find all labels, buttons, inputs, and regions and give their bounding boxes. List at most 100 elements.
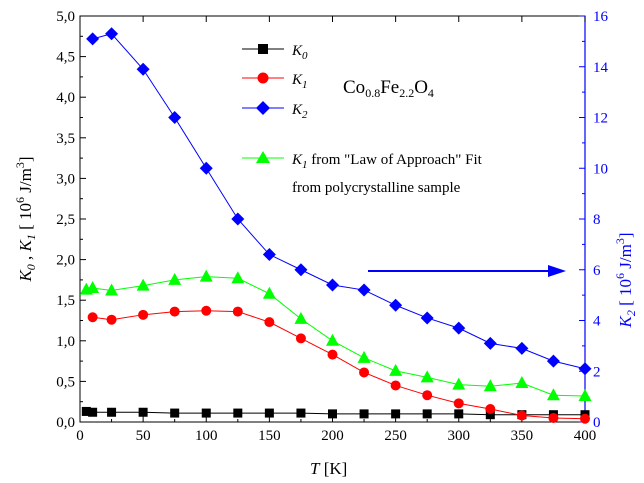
data-point bbox=[201, 305, 212, 316]
data-point bbox=[199, 269, 213, 282]
data-point bbox=[454, 409, 464, 419]
data-point bbox=[86, 281, 100, 294]
arrow-head-icon bbox=[548, 265, 566, 277]
data-point bbox=[452, 321, 466, 335]
y-left-tick-label: 2,5 bbox=[56, 212, 75, 228]
data-point bbox=[578, 389, 592, 402]
data-point bbox=[231, 212, 245, 226]
series-line bbox=[92, 33, 586, 370]
y-left-tick-label: 1,0 bbox=[56, 334, 75, 350]
y-left-tick-label: 4,0 bbox=[56, 90, 75, 106]
data-point bbox=[262, 286, 276, 299]
data-point bbox=[201, 408, 211, 418]
data-point bbox=[296, 408, 306, 418]
data-point bbox=[87, 312, 98, 323]
data-point bbox=[389, 298, 403, 312]
data-point bbox=[136, 278, 150, 291]
data-point bbox=[546, 354, 560, 368]
x-tick-label: 250 bbox=[384, 428, 407, 444]
data-point bbox=[169, 306, 180, 317]
data-point bbox=[138, 309, 149, 320]
data-point bbox=[485, 404, 496, 415]
data-point bbox=[327, 349, 338, 360]
series-2 bbox=[86, 27, 592, 376]
data-point bbox=[88, 407, 98, 417]
legend-fit-line2: from polycrystalline sample bbox=[292, 180, 461, 196]
y-left-tick-label: 2,0 bbox=[56, 253, 75, 269]
data-point bbox=[264, 317, 275, 328]
y-left-tick-label: 3,0 bbox=[56, 171, 75, 187]
x-tick-label: 150 bbox=[258, 428, 281, 444]
data-point bbox=[106, 314, 117, 325]
data-point bbox=[420, 311, 434, 325]
data-point bbox=[357, 350, 371, 363]
y-left-axis-label: K0 , K1 [ 106 J/m3] bbox=[13, 156, 38, 282]
y-left-tick-label: 4,5 bbox=[56, 50, 75, 66]
formula-annotation: Co0.8Fe2.2O4 bbox=[343, 77, 434, 100]
series-line bbox=[92, 310, 586, 420]
legend-item-k1: K1 bbox=[242, 72, 308, 91]
data-point bbox=[86, 32, 100, 46]
y-right-tick-label: 4 bbox=[593, 314, 601, 330]
y-right-tick-label: 12 bbox=[593, 111, 608, 127]
x-tick-label: 0 bbox=[76, 428, 84, 444]
y-right-tick-label: 0 bbox=[593, 415, 601, 431]
data-point bbox=[107, 407, 117, 417]
y-right-tick-label: 14 bbox=[593, 60, 609, 76]
x-tick-label: 350 bbox=[511, 428, 534, 444]
data-point bbox=[326, 278, 339, 292]
x-tick-label: 100 bbox=[195, 428, 218, 444]
data-point bbox=[233, 408, 243, 418]
data-point bbox=[168, 272, 182, 285]
svg-text:K2: K2 bbox=[291, 102, 308, 121]
series-layer bbox=[79, 27, 592, 424]
svg-text:K0: K0 bbox=[291, 43, 308, 62]
data-point bbox=[452, 377, 466, 390]
x-tick-label: 400 bbox=[574, 428, 597, 444]
data-point bbox=[295, 333, 306, 344]
data-point bbox=[483, 336, 497, 350]
series-line bbox=[86, 276, 586, 397]
y-right-axis-label: K2 [ 106 J/m3] bbox=[613, 233, 638, 329]
y-right-tick-label: 16 bbox=[593, 9, 609, 25]
y-left-tick-label: 0,5 bbox=[56, 374, 75, 390]
data-point bbox=[231, 271, 245, 284]
data-point bbox=[199, 161, 213, 175]
data-point bbox=[580, 413, 590, 424]
data-point bbox=[326, 333, 339, 346]
data-point bbox=[422, 390, 433, 401]
data-point bbox=[328, 409, 337, 419]
series-3 bbox=[79, 269, 592, 402]
data-point bbox=[390, 380, 401, 391]
x-axis-label: T [K] bbox=[310, 459, 347, 478]
y-left-tick-label: 0,0 bbox=[56, 415, 75, 431]
data-point bbox=[138, 407, 148, 417]
x-tick-label: 300 bbox=[448, 428, 471, 444]
data-point bbox=[294, 263, 308, 277]
series-0 bbox=[81, 406, 590, 420]
series-1 bbox=[87, 305, 590, 424]
y-right-tick-label: 8 bbox=[593, 212, 601, 228]
data-point bbox=[105, 283, 119, 296]
data-point bbox=[359, 409, 369, 419]
y-right-tick-label: 6 bbox=[593, 263, 601, 279]
data-point bbox=[485, 410, 495, 420]
data-point bbox=[262, 248, 276, 262]
data-point bbox=[357, 283, 371, 297]
data-point bbox=[483, 379, 497, 392]
data-point bbox=[453, 398, 464, 409]
legend-item-k0: K0 bbox=[242, 43, 308, 62]
data-point bbox=[294, 311, 308, 324]
plot-frame bbox=[79, 15, 586, 423]
series-line bbox=[86, 410, 585, 416]
y-right-tick-label: 10 bbox=[593, 161, 608, 177]
y-left-tick-label: 5,0 bbox=[56, 9, 75, 25]
y-right-tick-label: 2 bbox=[593, 364, 601, 380]
legend-item-k2: K2 bbox=[242, 101, 308, 121]
data-point bbox=[422, 409, 432, 419]
data-point bbox=[232, 306, 243, 317]
data-point bbox=[516, 410, 527, 421]
svg-text:K1: K1 bbox=[291, 72, 308, 91]
y-left-tick-label: 3,5 bbox=[56, 131, 75, 147]
